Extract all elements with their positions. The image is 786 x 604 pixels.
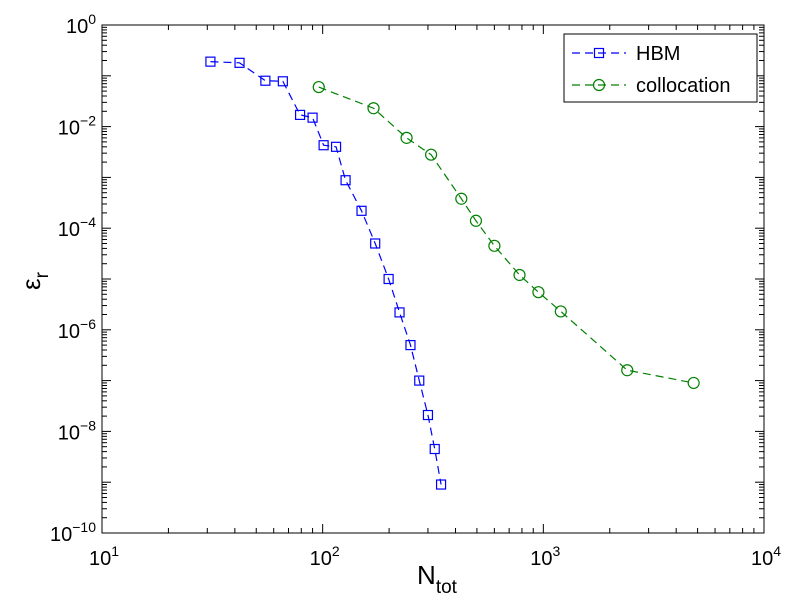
- data-point: [370, 238, 381, 249]
- data-point: [394, 307, 405, 318]
- legend: HBM collocation: [563, 33, 758, 103]
- x-tick-label: 102: [310, 543, 340, 570]
- data-point: [356, 205, 367, 216]
- data-point: [330, 141, 342, 152]
- legend-label: HBM: [636, 43, 680, 65]
- series-collocation: [312, 80, 700, 390]
- x-tick-label: 104: [751, 543, 781, 570]
- plot-layer: [205, 56, 700, 490]
- data-point: [469, 214, 483, 227]
- data-point: [405, 339, 416, 351]
- data-point: [307, 112, 318, 123]
- data-point: [532, 286, 545, 299]
- data-point: [513, 268, 526, 282]
- legend-entry: HBM: [572, 43, 680, 65]
- data-point: [260, 75, 271, 86]
- data-point: [277, 76, 288, 87]
- y-tick-label: 10−2: [58, 113, 96, 140]
- y-tick-label: 10−10: [50, 519, 96, 546]
- y-tick-label: 10−4: [58, 214, 96, 241]
- y-tick-label: 10−6: [58, 316, 96, 343]
- x-axis-label: Ntot: [417, 560, 458, 598]
- data-point: [687, 376, 700, 390]
- data-point: [294, 109, 306, 120]
- data-point: [318, 140, 329, 151]
- y-tick-label: 100: [66, 11, 96, 38]
- legend-entry: collocation: [572, 75, 731, 97]
- data-point: [621, 364, 634, 377]
- data-point: [488, 239, 501, 252]
- y-axis-label: εr: [16, 271, 53, 290]
- legend-marker: [593, 47, 605, 59]
- y-tick-label: 10−8: [58, 417, 96, 444]
- data-point: [400, 131, 413, 144]
- data-point: [312, 80, 325, 94]
- data-point: [205, 56, 216, 67]
- data-point: [455, 192, 468, 205]
- axes-layer: [101, 24, 765, 534]
- data-point: [234, 57, 245, 68]
- series-line: [210, 61, 442, 485]
- series-hbm: [205, 56, 447, 490]
- data-point: [554, 305, 567, 318]
- data-point: [429, 443, 440, 455]
- data-point: [414, 375, 425, 386]
- data-point: [435, 479, 447, 490]
- data-point: [383, 273, 394, 285]
- data-point: [422, 409, 434, 421]
- data-point: [424, 148, 438, 161]
- data-point: [340, 175, 351, 186]
- legend-label: collocation: [636, 75, 731, 97]
- x-tick-label: 103: [530, 543, 560, 570]
- labels-layer: 101 102 103 104 10−10 10−8 10−6 10−4 10−2 100 Ntot…: [16, 11, 781, 598]
- data-point: [367, 102, 380, 115]
- legend-marker: [592, 78, 606, 92]
- series-line: [318, 86, 694, 384]
- legend-box: [563, 33, 758, 103]
- x-tick-label: 101: [89, 543, 119, 570]
